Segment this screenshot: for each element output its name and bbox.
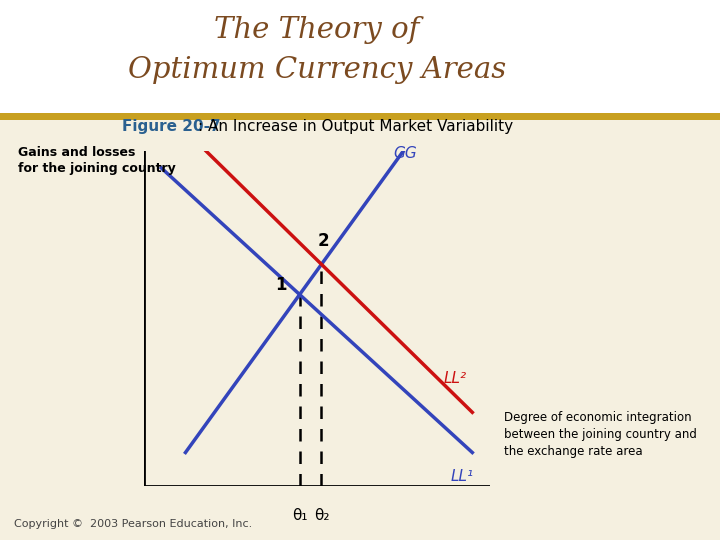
Text: LL¹: LL¹ [451,469,474,484]
Text: θ₂: θ₂ [314,508,329,523]
Text: 1: 1 [275,275,287,294]
Text: θ₁: θ₁ [292,508,307,523]
Text: GG: GG [393,146,417,161]
Text: for the joining country: for the joining country [18,162,176,175]
Text: 2: 2 [318,232,329,250]
Text: Optimum Currency Areas: Optimum Currency Areas [127,56,506,84]
Text: : An Increase in Output Market Variability: : An Increase in Output Market Variabili… [198,119,513,134]
Text: Copyright ©  2003 Pearson Education, Inc.: Copyright © 2003 Pearson Education, Inc. [14,519,253,529]
Text: Degree of economic integration
between the joining country and
the exchange rate: Degree of economic integration between t… [504,411,697,458]
Text: The Theory of: The Theory of [214,16,420,44]
Text: LL²: LL² [444,370,467,386]
Text: Figure 20-7: Figure 20-7 [122,119,221,134]
Text: Gains and losses: Gains and losses [18,146,135,159]
